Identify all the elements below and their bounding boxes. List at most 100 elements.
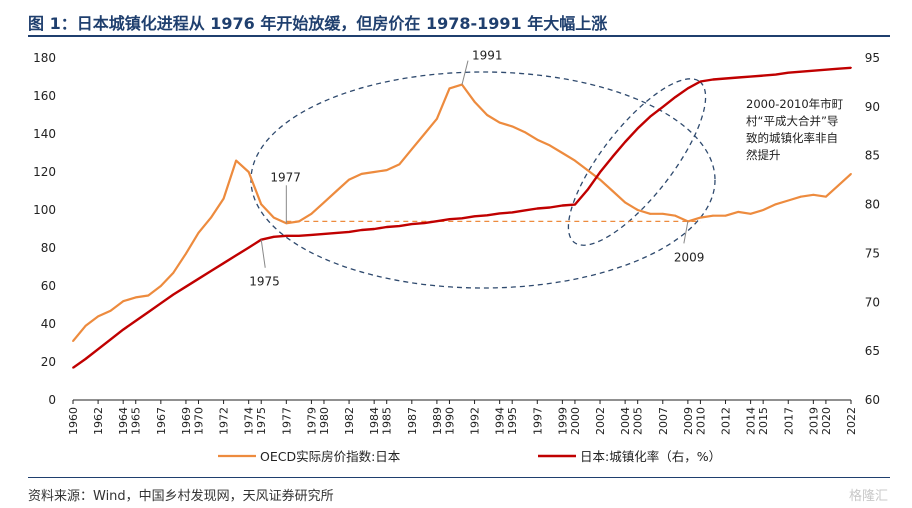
urbanization-point: [109, 338, 112, 341]
y-left-tick-label: 60: [41, 279, 56, 293]
y-right-tick-label: 85: [865, 149, 880, 163]
annotation-merger-note-line: 致的城镇化率非自: [746, 131, 838, 145]
x-tick-label: 2012: [720, 407, 733, 435]
title-divider: [28, 35, 890, 37]
source-note: 资料来源：Wind，中国乡村发现网，天风证券研究所: [28, 489, 334, 504]
house-price-point: [523, 131, 526, 134]
urbanization-point: [385, 226, 388, 228]
urbanization-point: [172, 293, 175, 296]
chart-title: 图 1：日本城镇化进程从 1976 年开始放缓，但房价在 1978-1991 年…: [28, 14, 608, 33]
x-tick-label: 2009: [682, 407, 695, 435]
house-price-point: [574, 159, 576, 162]
house-price-point: [511, 125, 514, 128]
urbanization-point: [586, 189, 589, 191]
urbanization-point: [850, 66, 852, 69]
house-price-point: [762, 209, 765, 211]
urbanization-point: [197, 277, 200, 280]
x-tick-label: 2007: [657, 407, 670, 435]
house-price-point: [172, 271, 175, 274]
house-price-point: [97, 315, 99, 318]
house-price-point: [799, 195, 802, 198]
y-right-tick-label: 75: [865, 246, 880, 260]
urbanization-point: [762, 74, 765, 77]
urbanization-point: [285, 234, 288, 237]
urbanization-point: [486, 214, 488, 217]
x-tick-label: 2002: [594, 407, 607, 435]
y-right-tick-label: 60: [865, 393, 880, 407]
urbanization-point: [272, 235, 275, 238]
x-tick-label: 1985: [381, 407, 394, 435]
urbanization-point: [523, 209, 526, 212]
x-tick-label: 2017: [782, 407, 795, 435]
x-tick-label: 1990: [443, 407, 456, 435]
y-right-tick-label: 95: [865, 51, 880, 65]
urbanization-point: [749, 75, 752, 78]
y-left-tick-label: 140: [33, 127, 56, 141]
urbanization-point: [674, 96, 677, 98]
x-tick-label: 2014: [745, 407, 758, 435]
house-price-point: [774, 203, 777, 206]
urbanization-slowdown-ellipse: [250, 71, 716, 289]
urbanization-point: [398, 225, 401, 227]
urbanization-point: [624, 141, 627, 143]
house-price-point: [436, 117, 438, 120]
house-price-point: [699, 216, 702, 219]
house-price-point: [850, 173, 852, 175]
y-left-tick-label: 100: [33, 203, 56, 217]
house-price-point: [122, 300, 125, 303]
annotation-ellipses: [250, 71, 716, 289]
x-tick-label: 1995: [506, 407, 519, 435]
x-tick-label: 1999: [556, 407, 569, 435]
house-price-point: [825, 195, 827, 198]
urbanization-point: [574, 203, 576, 206]
house-price-point: [636, 209, 639, 211]
urbanization-point: [661, 105, 664, 108]
annotation-1975: 1975: [249, 275, 280, 289]
urbanization-point: [235, 254, 238, 257]
urbanization-point: [410, 223, 413, 226]
urbanization-point: [611, 155, 614, 158]
house-price-point: [561, 152, 564, 154]
annotation-2009: 2009: [674, 250, 705, 264]
urbanization-point: [548, 206, 551, 209]
legend-label-urbanization: 日本:城镇化率（右，%）: [580, 449, 721, 464]
house-price-point: [360, 173, 363, 175]
annotation-merger-note-line: 村“平成大合并”导: [746, 114, 838, 128]
x-tick-label: 2015: [757, 407, 770, 435]
y-left-tick-label: 0: [48, 393, 56, 407]
x-tick-label: 2022: [845, 407, 858, 435]
x-tick-label: 1987: [406, 407, 419, 435]
urbanization-point: [561, 204, 564, 207]
x-tick-label: 2004: [619, 407, 632, 435]
house-price-point: [737, 211, 739, 213]
house-price-point: [536, 138, 539, 141]
house-price-point: [661, 212, 664, 215]
y-left-tick-label: 120: [33, 165, 56, 179]
house-price-point: [72, 340, 74, 342]
urbanization-point: [84, 358, 87, 360]
urbanization-point: [185, 285, 187, 288]
x-tick-label: 1994: [494, 407, 507, 435]
house-price-point: [348, 178, 350, 181]
x-tick-label: 1969: [180, 407, 193, 435]
house-price-point: [473, 100, 476, 103]
house-price-point: [260, 203, 263, 206]
x-tick-label: 2000: [569, 407, 582, 435]
urbanization-point: [737, 76, 739, 79]
axes-layer: 0 20 40 60 80 100 120 140 160 180 60 65 70 75 80 85 90 95…: [33, 51, 880, 435]
urbanization-point: [724, 77, 727, 80]
house-price-point: [134, 296, 137, 299]
x-tick-label: 1984: [368, 407, 381, 435]
y-left-tick-label: 80: [41, 241, 56, 255]
urbanization-point: [812, 69, 815, 72]
urbanization-point: [134, 319, 137, 322]
house-price-point: [749, 212, 752, 215]
house-price-point: [599, 178, 601, 181]
urbanization-point: [774, 73, 777, 76]
house-price-point: [649, 212, 652, 215]
y-right-tick-label: 65: [865, 344, 880, 358]
house-price-point: [498, 121, 501, 124]
x-tick-label: 2010: [694, 407, 707, 435]
house-price-point: [210, 216, 212, 219]
